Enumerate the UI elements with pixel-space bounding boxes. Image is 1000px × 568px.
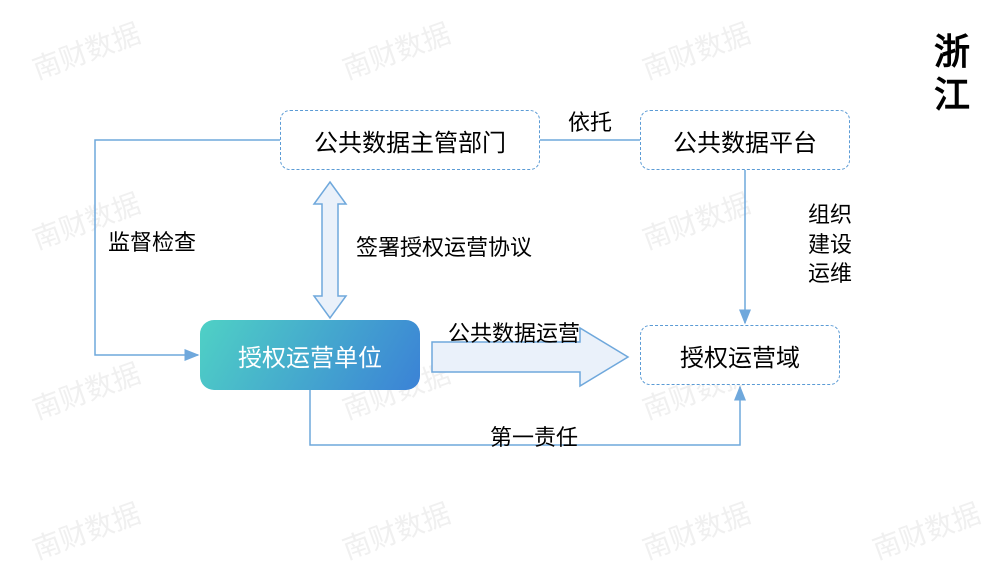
node-dept: 公共数据主管部门 (280, 110, 540, 170)
watermark: 南财数据 (637, 182, 756, 258)
node-platform-label: 公共数据平台 (673, 123, 817, 158)
node-platform: 公共数据平台 (640, 110, 850, 170)
watermark: 南财数据 (337, 492, 456, 568)
node-dept-label: 公共数据主管部门 (314, 123, 506, 158)
edge-label-supervise: 监督检查 (108, 225, 196, 257)
node-domain: 授权运营域 (640, 325, 840, 385)
edge-label-yituo: 依托 (568, 105, 612, 137)
node-domain-label: 授权运营域 (680, 338, 800, 373)
watermark: 南财数据 (637, 492, 756, 568)
page-title: 浙江 (934, 30, 970, 116)
watermark: 南财数据 (867, 492, 986, 568)
node-unit-label: 授权运营单位 (238, 338, 382, 373)
watermark: 南财数据 (337, 12, 456, 88)
node-unit: 授权运营单位 (200, 320, 420, 390)
bidir-arrow-dept-unit (314, 182, 346, 318)
watermark: 南财数据 (27, 352, 146, 428)
edge-label-first-responsibility: 第一责任 (490, 420, 578, 452)
watermark: 南财数据 (27, 492, 146, 568)
edge-label-sign-agreement: 签署授权运营协议 (356, 230, 532, 262)
watermark: 南财数据 (637, 12, 756, 88)
watermark: 南财数据 (27, 12, 146, 88)
edge-label-public-data-ops: 公共数据运营 (448, 316, 580, 348)
edge-label-org-build-ops: 组织 建设 运维 (808, 200, 852, 289)
